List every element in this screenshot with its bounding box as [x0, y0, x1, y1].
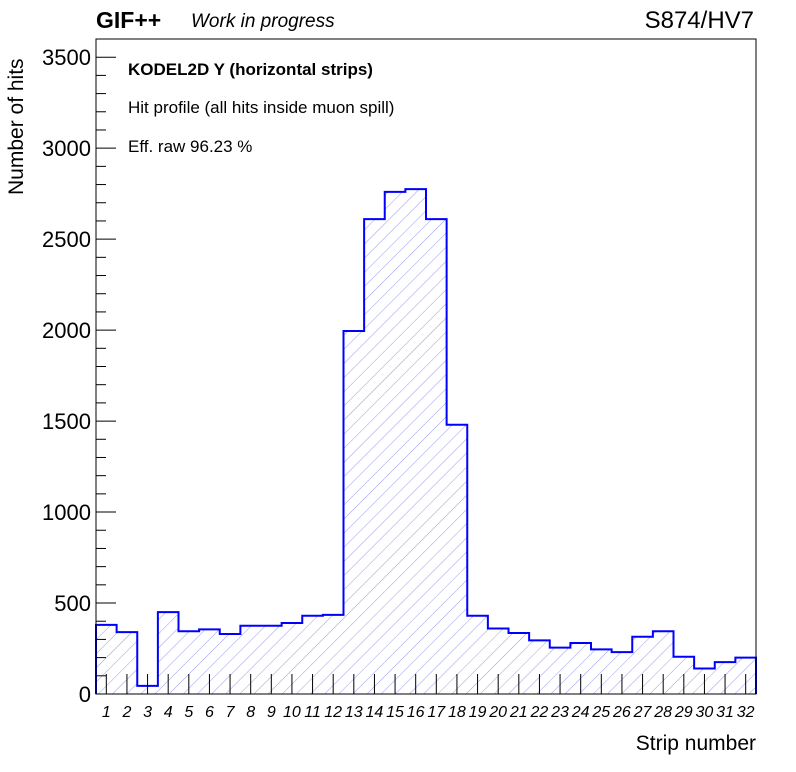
bar-strip-2: [116, 632, 138, 694]
bar-strip-17: [426, 219, 447, 694]
x-tick-label: 22: [530, 704, 549, 721]
x-tick-label: 23: [550, 704, 569, 721]
x-tick-label: 6: [205, 704, 214, 721]
x-tick-label: 7: [226, 704, 236, 721]
bar-strip-10: [281, 623, 303, 694]
run-label: S874/HV7: [644, 7, 754, 34]
x-tick-label: 15: [386, 704, 404, 721]
x-tick-label: 17: [427, 704, 446, 721]
y-tick-label: 2000: [42, 318, 91, 343]
bar-strip-1: [96, 624, 117, 694]
x-tick-label: 11: [304, 704, 321, 721]
x-tick-label: 19: [469, 704, 487, 721]
x-tick-label: 14: [366, 704, 384, 721]
bar-strip-18: [446, 424, 468, 694]
x-tick-label: 32: [737, 704, 755, 721]
status-label: Work in progress: [191, 11, 335, 32]
bar-strip-16: [405, 189, 426, 694]
x-tick-label: 28: [653, 704, 672, 721]
x-tick-label: 4: [164, 704, 173, 721]
x-tick-label: 21: [509, 704, 528, 721]
bar-strip-13: [343, 331, 365, 694]
x-tick-label: 31: [716, 704, 734, 721]
y-axis: 0 500 1000 1500 2000 2500 3000 3500: [42, 38, 116, 707]
bar-strip-6: [199, 629, 220, 694]
bar-strip-15: [384, 191, 406, 695]
x-tick-label: 25: [591, 704, 610, 721]
bar-strip-4: [157, 612, 179, 694]
x-tick-label: 9: [267, 704, 276, 721]
y-tick-label: 1500: [42, 409, 91, 434]
x-tick-label: 13: [345, 704, 363, 721]
x-tick-label: 24: [571, 704, 590, 721]
bar-strip-24: [570, 643, 591, 694]
y-tick-label: 3000: [42, 136, 91, 161]
info-title: KODEL2D Y (horizontal strips): [128, 60, 373, 79]
bar-strip-9: [261, 625, 282, 694]
bar-strip-19: [467, 615, 488, 694]
x-tick-label: 16: [407, 704, 425, 721]
bars-layer: [96, 189, 756, 695]
bar-strip-23: [549, 647, 571, 694]
histogram-outline: [95, 188, 757, 694]
bar-strip-7: [219, 633, 241, 694]
bar-strip-27: [632, 636, 653, 694]
bar-strip-26: [611, 652, 633, 694]
x-tick-label: 29: [674, 704, 693, 721]
efficiency-label: Eff. raw 96.23 %: [128, 137, 253, 156]
bar-strip-28: [652, 631, 674, 694]
x-tick-label: 3: [143, 704, 152, 721]
x-axis: 1 2 3 4 5 6 7 8 9 10 11 12 13 14 15 16 17 18 19 20 21 22 23 24 2…: [102, 674, 755, 721]
x-tick-label: 26: [612, 704, 631, 721]
bar-strip-25: [591, 649, 612, 694]
x-tick-label: 12: [324, 704, 342, 721]
x-tick-label: 20: [488, 704, 507, 721]
x-tick-label: 27: [633, 704, 653, 721]
x-tick-label: 10: [283, 704, 301, 721]
bar-strip-22: [529, 640, 550, 694]
brand-label: GIF++: [96, 7, 162, 33]
x-tick-label: 5: [184, 704, 193, 721]
bar-strip-5: [178, 631, 200, 694]
x-tick-label: 1: [102, 704, 111, 721]
bar-strip-20: [487, 628, 509, 694]
x-tick-label: 2: [121, 704, 131, 721]
x-tick-label: 30: [696, 704, 714, 721]
y-tick-label: 2500: [42, 227, 91, 252]
bar-strip-21: [508, 633, 530, 694]
x-tick-label: 8: [246, 704, 255, 721]
y-tick-label: 0: [79, 682, 91, 707]
y-axis-label: Number of hits: [5, 58, 28, 195]
bar-strip-11: [302, 615, 323, 694]
y-tick-label: 3500: [42, 45, 91, 70]
x-axis-label: Strip number: [635, 732, 756, 755]
y-tick-label: 1000: [42, 500, 91, 525]
bar-strip-8: [240, 625, 261, 694]
bar-strip-14: [364, 219, 385, 694]
x-tick-label: 18: [448, 704, 466, 721]
y-tick-label: 500: [54, 591, 91, 616]
info-subtitle: Hit profile (all hits inside muon spill): [128, 98, 395, 117]
bar-strip-12: [322, 614, 344, 694]
